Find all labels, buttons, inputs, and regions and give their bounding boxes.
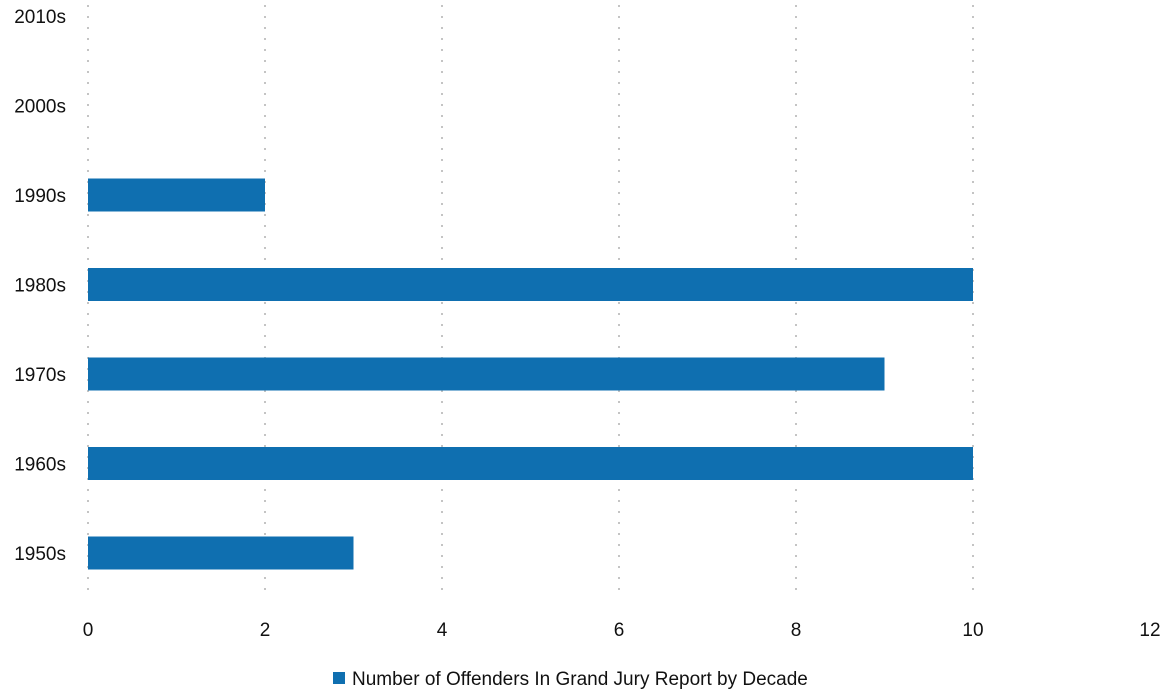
bar-series: [88, 178, 973, 570]
value-axis: 0 2 4 6 8 10 12: [83, 620, 1161, 641]
tick-label: 4: [437, 620, 448, 641]
category-label: 1950s: [14, 544, 66, 565]
bar-1950s: [88, 536, 354, 570]
category-label: 1970s: [14, 365, 66, 386]
tick-label: 12: [1139, 620, 1160, 641]
bar-1990s: [88, 178, 265, 212]
tick-label: 8: [791, 620, 802, 641]
category-label: 1980s: [14, 276, 66, 297]
tick-label: 10: [962, 620, 983, 641]
category-label: 2000s: [14, 97, 66, 118]
category-label: 1990s: [14, 186, 66, 207]
category-axis: 1950s 1960s 1970s 1980s 1990s 2000s 2010s: [14, 7, 66, 565]
bar-1980s: [88, 268, 973, 301]
tick-label: 2: [260, 620, 271, 641]
tick-label: 6: [614, 620, 625, 641]
category-label: 1960s: [14, 455, 66, 476]
bar-1960s: [88, 447, 973, 480]
tick-label: 0: [83, 620, 94, 641]
legend: Number of Offenders In Grand Jury Report…: [333, 669, 808, 690]
legend-swatch: [333, 672, 345, 684]
bar-1970s: [88, 357, 885, 391]
legend-label: Number of Offenders In Grand Jury Report…: [352, 669, 808, 690]
category-label: 2010s: [14, 7, 66, 28]
